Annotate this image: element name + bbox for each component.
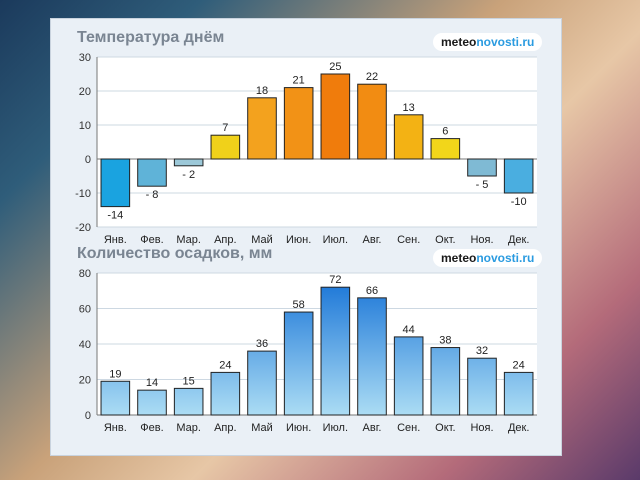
bar: [173, 158, 204, 167]
data-label: 14: [146, 377, 158, 389]
x-tick-label: Фев.: [140, 234, 163, 246]
data-label: 24: [219, 359, 231, 371]
x-tick-label: Июл.: [323, 234, 348, 246]
y-tick-label: 20: [79, 375, 91, 387]
x-tick-label: Дек.: [508, 234, 529, 246]
bar: [430, 138, 461, 160]
y-tick-label: -10: [75, 188, 91, 200]
y-tick-label: -20: [75, 222, 91, 234]
climate-panel: Температура днём meteonovosti.ru -20 -10 0…: [50, 18, 562, 456]
x-tick-label: Апр.: [214, 234, 236, 246]
x-tick-label: Июл.: [323, 422, 348, 434]
bar: [503, 158, 534, 194]
y-tick-label: 20: [79, 86, 91, 98]
bar: [283, 87, 314, 160]
x-tick-label: Апр.: [214, 422, 236, 434]
x-tick-label: Янв.: [104, 422, 127, 434]
bar: [393, 336, 424, 416]
x-tick-label: Дек.: [508, 422, 529, 434]
data-label: 66: [366, 285, 378, 297]
data-label: - 8: [146, 189, 159, 201]
x-tick-label: Июн.: [286, 422, 311, 434]
data-label: 38: [439, 335, 451, 347]
logo-top: meteonovosti.ru: [433, 33, 543, 51]
data-label: 24: [513, 359, 525, 371]
x-tick-label: Янв.: [104, 234, 127, 246]
data-label: 44: [403, 324, 415, 336]
data-label: 13: [403, 102, 415, 114]
logo-bottom: meteonovosti.ru: [433, 249, 543, 267]
bar: [100, 380, 131, 416]
x-tick-label: Окт.: [435, 422, 455, 434]
bar: [173, 387, 204, 416]
data-label: -10: [511, 196, 527, 208]
data-label: 21: [293, 75, 305, 87]
bar: [283, 311, 314, 416]
x-tick-label: Сен.: [397, 234, 420, 246]
data-label: 58: [293, 299, 305, 311]
bar: [100, 158, 131, 208]
x-tick-label: Мар.: [176, 234, 201, 246]
x-tick-label: Ноя.: [470, 422, 493, 434]
x-tick-label: Мар.: [176, 422, 201, 434]
y-tick-label: 0: [85, 410, 91, 422]
y-tick-label: 40: [79, 339, 91, 351]
data-label: 72: [329, 274, 341, 286]
data-label: 19: [109, 368, 121, 380]
x-tick-label: Окт.: [435, 234, 455, 246]
data-label: 22: [366, 71, 378, 83]
data-label: 25: [329, 61, 341, 73]
data-label: - 2: [182, 169, 195, 181]
data-label: 32: [476, 345, 488, 357]
bar: [247, 97, 277, 160]
bar: [210, 371, 241, 416]
x-tick-label: Авг.: [363, 234, 382, 246]
bar: [320, 286, 351, 416]
bar: [393, 114, 424, 160]
bar: [467, 357, 497, 416]
logo-prefix: meteo: [441, 251, 477, 265]
y-tick-label: 60: [79, 304, 91, 316]
data-label: 36: [256, 338, 268, 350]
bar: [467, 158, 497, 177]
data-label: -14: [107, 210, 123, 222]
bar: [503, 371, 534, 416]
precipitation-chart: 0 20 40 60 80 19 Янв. 14 Фев. 15 Мар. 24 Апр. 36 Май 58…: [79, 268, 537, 434]
bar: [210, 134, 241, 160]
y-tick-label: 10: [79, 120, 91, 132]
data-label: 18: [256, 85, 268, 97]
bar: [357, 83, 387, 160]
logo-accent: novosti.ru: [476, 35, 535, 49]
temperature-chart-title: Температура днём: [77, 29, 225, 46]
x-tick-label: Сен.: [397, 422, 420, 434]
bar: [430, 347, 461, 416]
x-tick-label: Июн.: [286, 234, 311, 246]
x-tick-label: Ноя.: [470, 234, 493, 246]
bar: [247, 350, 277, 416]
bar: [137, 158, 167, 187]
logo-prefix: meteo: [441, 35, 477, 49]
y-tick-label: 0: [85, 154, 91, 166]
precipitation-chart-title: Количество осадков, мм: [77, 245, 273, 262]
data-label: 7: [222, 122, 228, 134]
x-tick-label: Май: [251, 234, 273, 246]
plot-area: [97, 57, 537, 227]
bar: [320, 73, 351, 160]
bar: [357, 297, 387, 416]
logo-accent: novosti.ru: [476, 251, 535, 265]
data-label: 6: [442, 126, 448, 138]
temperature-chart: -20 -10 0 10 20 30 -14 Янв. - 8 Фев. - 2 Мар. 7 Апр. 1…: [75, 52, 537, 246]
bar: [137, 389, 167, 416]
x-tick-label: Авг.: [363, 422, 382, 434]
x-tick-label: Май: [251, 422, 273, 434]
y-tick-label: 30: [79, 52, 91, 64]
data-label: - 5: [476, 179, 489, 191]
data-label: 15: [183, 375, 195, 387]
y-tick-label: 80: [79, 268, 91, 280]
x-tick-label: Фев.: [140, 422, 163, 434]
